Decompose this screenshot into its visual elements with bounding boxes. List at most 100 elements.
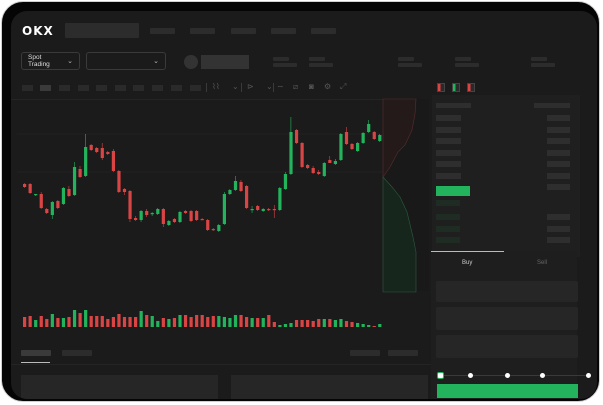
- volume-bar: [356, 323, 360, 327]
- filter-button[interactable]: [388, 350, 418, 356]
- indicator-icon[interactable]: ⊳: [247, 82, 254, 91]
- candle-body: [339, 134, 343, 160]
- candle-body: [172, 219, 177, 222]
- ask-row-size: [547, 138, 570, 144]
- candle-body: [111, 151, 115, 171]
- candle-body: [28, 184, 32, 193]
- volume-bar: [23, 317, 27, 327]
- volume-bar: [317, 319, 321, 327]
- divider: [241, 83, 242, 92]
- slider-step[interactable]: [586, 373, 591, 378]
- tab-open-orders[interactable]: [21, 350, 51, 356]
- market-type-dropdown[interactable]: Spot Trading ⌄: [21, 52, 80, 70]
- bid-row-price: [436, 226, 460, 232]
- volume-bar: [278, 325, 282, 327]
- stat-value: [309, 63, 333, 67]
- book-view-both-icon[interactable]: [437, 83, 445, 92]
- candle-body: [106, 152, 110, 154]
- slider-step[interactable]: [505, 373, 510, 378]
- volume-bar: [222, 317, 226, 327]
- volume-bar: [150, 316, 154, 327]
- nav-item[interactable]: [271, 28, 296, 34]
- candle-body: [72, 167, 77, 195]
- divider: [11, 364, 431, 365]
- candle-body: [56, 201, 60, 208]
- market-type-label: Spot Trading: [28, 54, 50, 68]
- book-view-asks-icon[interactable]: [467, 83, 475, 92]
- volume-bar: [311, 321, 315, 327]
- tab-order-history[interactable]: [62, 350, 92, 356]
- amount-input[interactable]: [436, 307, 578, 330]
- candle-body: [372, 132, 376, 139]
- volume-bar: [283, 324, 288, 327]
- candle-body: [294, 130, 299, 143]
- slider-handle[interactable]: [437, 372, 444, 379]
- fullscreen-icon[interactable]: ⤢: [340, 82, 347, 91]
- divider: [11, 99, 383, 100]
- candle-body: [311, 168, 315, 173]
- search-bar[interactable]: [65, 23, 139, 38]
- volume-bar: [128, 317, 132, 327]
- nav-item[interactable]: [190, 28, 215, 34]
- chevron-down-icon[interactable]: ⌄: [232, 82, 239, 91]
- candle-body: [195, 211, 199, 220]
- candle-body: [322, 163, 326, 176]
- settings-icon[interactable]: ⚙: [324, 82, 332, 91]
- timeframe-button[interactable]: [115, 85, 126, 91]
- candle-body: [272, 209, 276, 211]
- price-input[interactable]: [436, 281, 578, 302]
- camera-icon[interactable]: ◙: [309, 82, 314, 91]
- nav-item[interactable]: [311, 28, 336, 34]
- candle-body: [289, 132, 293, 174]
- nav-item[interactable]: [150, 28, 175, 34]
- chevron-down-icon: ⌄: [67, 58, 73, 65]
- candle-body: [333, 161, 337, 164]
- buy-button[interactable]: [437, 384, 578, 398]
- volume-bar: [228, 318, 232, 327]
- timeframe-button[interactable]: [59, 85, 70, 91]
- stat-label: [455, 57, 471, 61]
- app-screen: OKX Spot Trading ⌄ ⌄ ⌇⌇ ⌄ ⊳ ⌄ ∼ ⧄ ◙ ⚙ ⤢: [11, 11, 597, 399]
- tab-buy[interactable]: Buy: [462, 260, 473, 266]
- volume-bar: [294, 320, 299, 327]
- timeframe-button[interactable]: [78, 85, 89, 91]
- tab-sell[interactable]: Sell: [537, 260, 548, 266]
- timeframe-button[interactable]: [40, 85, 51, 91]
- candle-body: [278, 188, 282, 210]
- ask-row-size: [547, 184, 570, 190]
- slider-step[interactable]: [540, 373, 545, 378]
- timeframe-button[interactable]: [133, 85, 144, 91]
- pair-dropdown[interactable]: ⌄: [86, 52, 166, 70]
- depth-bids-area: [382, 176, 417, 293]
- volume-bar: [267, 315, 271, 327]
- chart-type-icon[interactable]: ⌇⌇: [212, 82, 220, 91]
- bid-row-price: [436, 214, 460, 220]
- timeframe-button[interactable]: [152, 85, 163, 91]
- book-view-bids-icon[interactable]: [452, 83, 460, 92]
- total-input[interactable]: [436, 335, 578, 358]
- filter-button[interactable]: [350, 350, 380, 356]
- active-tab-indicator: [21, 362, 50, 363]
- timeframe-button[interactable]: [190, 85, 201, 91]
- price-display: [201, 55, 249, 69]
- active-tab-indicator: [431, 251, 504, 252]
- candle-body: [233, 181, 238, 190]
- stat-label: [531, 57, 547, 61]
- slider-step[interactable]: [468, 373, 473, 378]
- slider-track[interactable]: [440, 375, 590, 376]
- bid-row-price: [436, 200, 460, 206]
- ask-row-size: [547, 150, 570, 156]
- nav-item[interactable]: [231, 28, 256, 34]
- divider: [273, 83, 274, 92]
- volume-bar: [61, 318, 66, 327]
- ruler-icon[interactable]: ⧄: [293, 82, 299, 91]
- line-chart-icon[interactable]: ∼: [277, 82, 284, 91]
- chevron-down-icon[interactable]: ⌄: [266, 82, 273, 91]
- timeframe-button[interactable]: [96, 85, 107, 91]
- candle-body: [245, 186, 249, 208]
- timeframe-button[interactable]: [171, 85, 182, 91]
- timeframe-button[interactable]: [22, 85, 33, 91]
- volume-bar: [134, 317, 138, 327]
- ask-row-size: [547, 127, 570, 133]
- volume-bar: [256, 318, 260, 327]
